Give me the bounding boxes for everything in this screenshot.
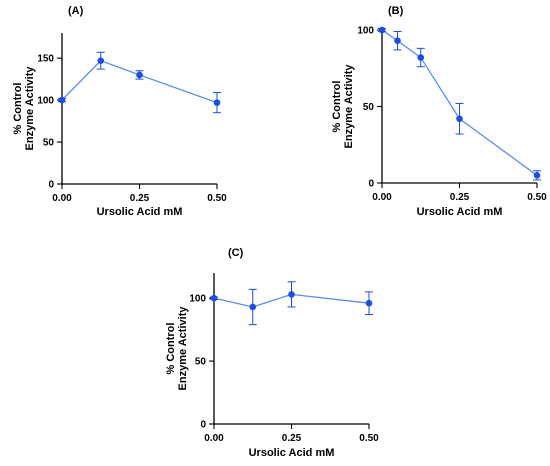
x-tick-label: 0.50 (527, 192, 547, 203)
x-tick-label: 0.00 (52, 193, 72, 204)
data-point (417, 54, 425, 61)
y-tick-label: 0 (368, 179, 374, 190)
x-tick-label: 0.00 (372, 192, 392, 203)
y-tick-label: 0 (200, 420, 206, 431)
y-axis-title-line: % Control (331, 81, 343, 133)
x-axis-title: Ursolic Acid mM (417, 206, 503, 218)
data-point (394, 37, 401, 45)
y-axis-title-line: Enzyme Activity (177, 306, 189, 391)
y-tick-label: 50 (43, 138, 55, 149)
y-axis-title-line: % Control (165, 323, 177, 375)
x-tick-label: 0.00 (204, 433, 224, 444)
data-point (97, 57, 105, 64)
y-tick-label: 100 (189, 294, 206, 305)
y-tick-label: 150 (37, 54, 54, 65)
x-axis-title: Ursolic Acid mM (97, 206, 183, 218)
y-tick-label: 100 (37, 96, 54, 107)
x-tick-label: 0.50 (207, 193, 227, 204)
series-line (381, 29, 538, 176)
panel-label: (B) (388, 5, 404, 17)
data-point (136, 71, 143, 79)
y-tick-label: 50 (363, 102, 375, 113)
data-point (213, 99, 221, 106)
y-axis-title-line: Enzyme Activity (24, 66, 36, 151)
data-point (210, 294, 218, 302)
y-tick-label: 100 (357, 26, 374, 37)
x-axis-title: Ursolic Acid mM (249, 447, 335, 459)
y-tick-label: 0 (48, 180, 54, 191)
series-line (213, 293, 370, 308)
data-point (249, 303, 257, 311)
x-tick-label: 0.25 (450, 192, 470, 203)
panel-b: (B) 0 50 100 0.00 0.25 0.50 Ursolic Acid mM % Co… (331, 5, 547, 218)
series-line (61, 59, 218, 104)
panel-a: (A) 0 50 100 150 0.00 0.25 0.50 Ursolic Acid mM%… (12, 5, 227, 218)
panel-c: (C) 0 50 100 0.00 0.25 0.50 Ursolic Acid mM % Co… (165, 247, 379, 459)
data-point (365, 299, 373, 307)
data-point (58, 96, 66, 104)
data-point (456, 115, 463, 123)
data-point (533, 172, 541, 179)
panel-label: (C) (228, 247, 244, 259)
panel-label: (A) (68, 5, 84, 17)
x-tick-label: 0.50 (359, 433, 379, 444)
data-point (288, 291, 295, 298)
y-axis-title-line: % Control (12, 83, 24, 135)
x-tick-label: 0.25 (282, 433, 302, 444)
x-tick-label: 0.25 (130, 193, 150, 204)
y-axis-title-line: Enzyme Activity (343, 64, 355, 149)
data-point (378, 26, 386, 34)
y-tick-label: 50 (195, 357, 207, 368)
